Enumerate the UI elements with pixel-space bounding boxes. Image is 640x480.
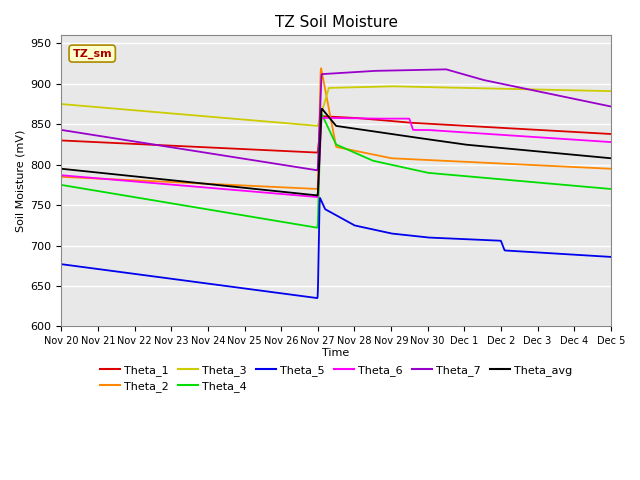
Theta_1 (314, 150, 321, 156)
Theta_3 (491, 86, 499, 92)
Theta_avg (58, 166, 65, 172)
Theta_1 (591, 130, 599, 136)
Theta_5 (591, 253, 599, 259)
Theta_7 (442, 66, 449, 72)
Theta_1 (86, 139, 93, 144)
Theta_3 (86, 104, 93, 109)
Title: TZ Soil Moisture: TZ Soil Moisture (275, 15, 397, 30)
Line: Theta_4: Theta_4 (61, 113, 611, 228)
Theta_6 (86, 175, 93, 180)
Theta_6 (314, 194, 321, 200)
Line: Theta_1: Theta_1 (61, 116, 611, 153)
Theta_2 (86, 175, 93, 181)
Theta_3 (314, 123, 321, 129)
Theta_5 (310, 295, 318, 300)
Theta_2 (314, 186, 321, 192)
Theta_5 (86, 265, 93, 271)
Theta_1 (310, 150, 318, 156)
Theta_5 (591, 253, 599, 259)
Theta_1 (325, 114, 333, 120)
Theta_5 (58, 261, 65, 267)
Theta_2 (325, 107, 333, 113)
Theta_4 (591, 185, 599, 191)
Theta_4 (607, 186, 614, 192)
Theta_7 (314, 168, 321, 173)
Theta_6 (491, 132, 499, 137)
Y-axis label: Soil Moisture (mV): Soil Moisture (mV) (15, 130, 25, 232)
Theta_1 (58, 138, 65, 144)
Theta_2 (310, 186, 318, 192)
Theta_7 (325, 71, 333, 77)
Theta_4 (314, 225, 321, 230)
Theta_3 (591, 88, 599, 94)
Theta_6 (591, 138, 599, 144)
Theta_5 (314, 295, 321, 301)
Theta_7 (491, 79, 499, 85)
Theta_4 (325, 127, 333, 132)
Theta_7 (591, 100, 599, 106)
Theta_5 (325, 208, 333, 214)
Theta_3 (607, 88, 614, 94)
Theta_4 (591, 185, 599, 191)
Theta_1 (607, 131, 614, 137)
Theta_avg (310, 192, 318, 198)
Theta_4 (86, 187, 93, 192)
Theta_7 (310, 167, 318, 173)
Theta_4 (58, 182, 65, 188)
Line: Theta_avg: Theta_avg (61, 108, 611, 195)
Text: TZ_sm: TZ_sm (72, 48, 112, 59)
Theta_3 (591, 88, 599, 94)
Theta_6 (325, 115, 333, 121)
Line: Theta_2: Theta_2 (61, 68, 611, 189)
Theta_5 (607, 254, 614, 260)
Line: Theta_6: Theta_6 (61, 118, 611, 197)
Theta_5 (491, 238, 499, 243)
Theta_3 (325, 85, 333, 91)
Theta_6 (607, 139, 614, 145)
Theta_4 (491, 176, 499, 181)
Theta_1 (591, 130, 599, 136)
Theta_1 (318, 113, 326, 119)
Theta_avg (325, 115, 333, 120)
Theta_6 (310, 194, 318, 200)
Line: Theta_3: Theta_3 (61, 86, 611, 126)
Theta_3 (310, 123, 318, 129)
Theta_2 (58, 174, 65, 180)
Theta_2 (491, 160, 499, 166)
Theta_avg (86, 169, 93, 175)
Legend: Theta_1, Theta_2, Theta_3, Theta_4, Theta_5, Theta_6, Theta_7, Theta_avg: Theta_1, Theta_2, Theta_3, Theta_4, Thet… (95, 360, 577, 396)
Theta_5 (316, 195, 324, 201)
Theta_3 (58, 101, 65, 107)
Theta_4 (310, 224, 318, 230)
Theta_6 (58, 172, 65, 178)
Theta_avg (591, 154, 599, 160)
Line: Theta_7: Theta_7 (61, 69, 611, 170)
Theta_avg (607, 156, 614, 161)
Theta_2 (591, 165, 599, 171)
X-axis label: Time: Time (323, 348, 349, 358)
Theta_avg (314, 192, 321, 198)
Theta_2 (607, 166, 614, 172)
Theta_3 (387, 84, 395, 89)
Theta_4 (317, 110, 325, 116)
Theta_avg (591, 154, 599, 160)
Theta_2 (317, 65, 325, 71)
Theta_2 (591, 165, 599, 171)
Theta_7 (607, 104, 614, 109)
Theta_6 (591, 138, 599, 144)
Line: Theta_5: Theta_5 (61, 198, 611, 298)
Theta_avg (491, 144, 499, 150)
Theta_7 (591, 100, 599, 106)
Theta_7 (58, 127, 65, 133)
Theta_avg (318, 106, 326, 111)
Theta_7 (86, 132, 93, 137)
Theta_6 (318, 115, 326, 120)
Theta_1 (491, 125, 499, 131)
